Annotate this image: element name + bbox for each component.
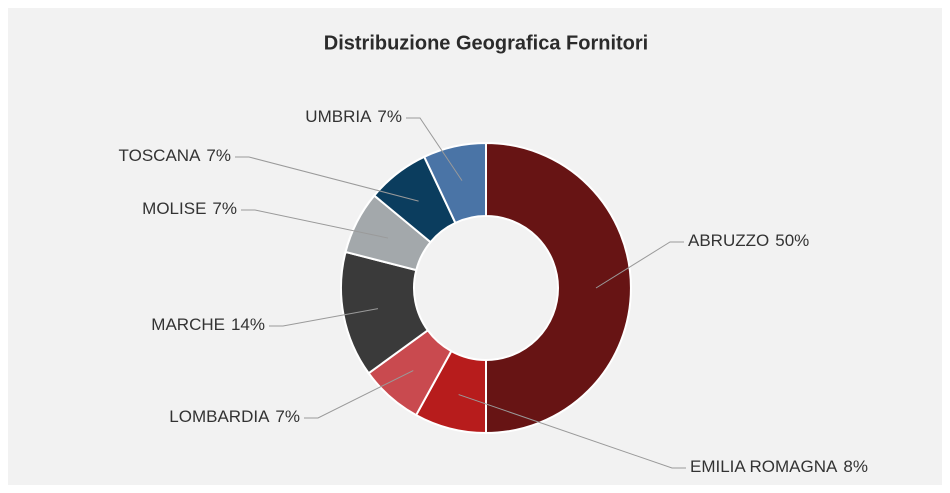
leader-line [458, 394, 686, 469]
donut-slice [485, 141, 632, 435]
slice-value: 7% [206, 146, 231, 165]
slice-category: LOMBARDIA [169, 407, 270, 426]
slice-value: 7% [212, 199, 237, 218]
slice-category: EMILIA ROMAGNA [690, 457, 838, 476]
slice-label: EMILIA ROMAGNA 8% [690, 457, 868, 476]
slice-value: 7% [377, 107, 402, 126]
slice-label: ABRUZZO 50% [688, 231, 809, 250]
slice-label: MOLISE 7% [142, 199, 237, 218]
slice-value: 50% [775, 231, 809, 250]
slice-category: MOLISE [142, 199, 206, 218]
leader-line [304, 370, 414, 419]
slice-label: LOMBARDIA 7% [169, 407, 300, 426]
leader-line [595, 241, 684, 289]
slice-label: MARCHE 14% [151, 315, 265, 334]
leader-line [235, 156, 419, 202]
slice-value: 14% [231, 315, 265, 334]
leader-line [241, 209, 389, 239]
leader-line [269, 308, 379, 327]
slice-category: TOSCANA [119, 146, 202, 165]
leader-line [406, 117, 463, 181]
slice-value: 8% [843, 457, 868, 476]
slice-category: ABRUZZO [688, 231, 769, 250]
slice-value: 7% [275, 407, 300, 426]
slice-category: MARCHE [151, 315, 225, 334]
chart-title: Distribuzione Geografica Fornitori [324, 32, 648, 54]
slice-category: UMBRIA [305, 107, 372, 126]
slice-label: TOSCANA 7% [119, 146, 231, 165]
slice-label: UMBRIA 7% [305, 107, 402, 126]
